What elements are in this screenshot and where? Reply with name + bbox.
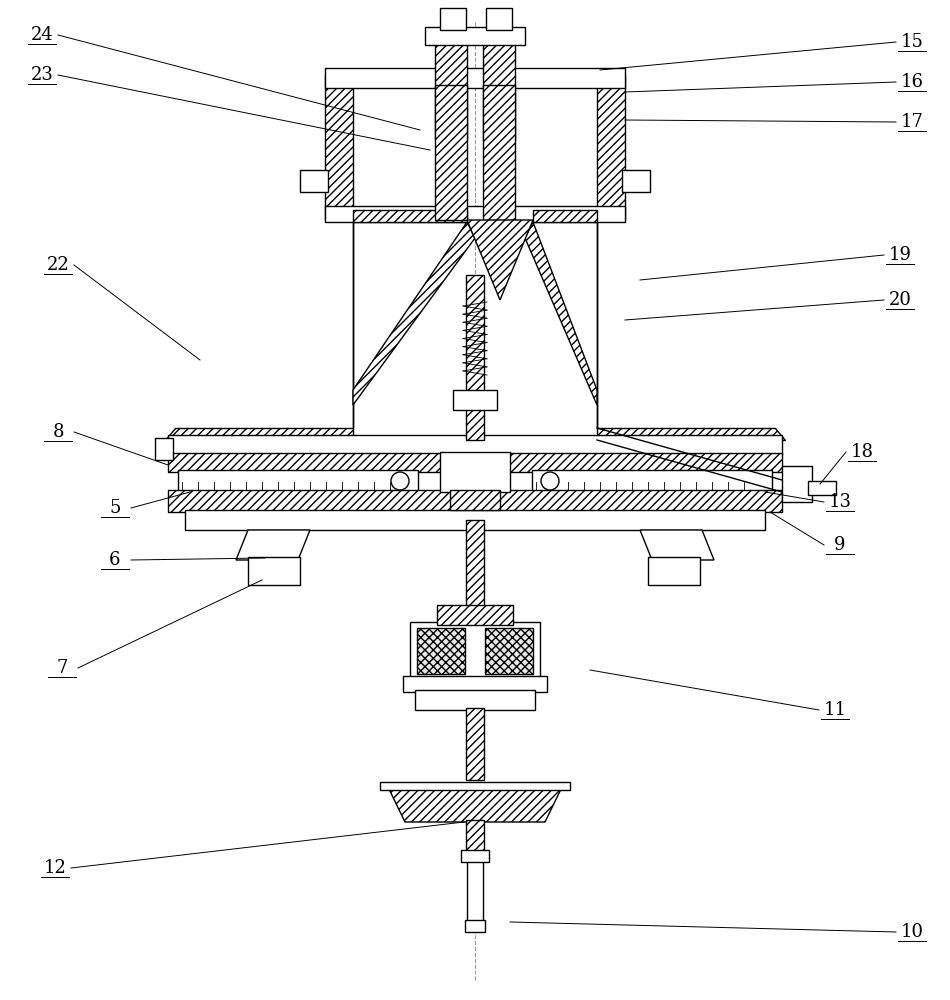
Bar — [622, 170, 650, 192]
Bar — [485, 628, 533, 674]
Bar — [483, 85, 515, 220]
Bar — [325, 75, 353, 220]
Text: 24: 24 — [30, 26, 53, 44]
Bar — [178, 470, 418, 492]
Bar — [461, 850, 489, 862]
Polygon shape — [525, 222, 597, 405]
Bar — [440, 452, 510, 492]
Bar — [410, 622, 540, 680]
Bar — [450, 490, 500, 510]
Bar — [532, 470, 772, 492]
Bar — [466, 275, 484, 395]
Circle shape — [391, 472, 409, 490]
Bar — [325, 206, 625, 222]
Bar — [248, 557, 300, 585]
Text: 5: 5 — [109, 499, 121, 517]
Polygon shape — [467, 220, 533, 300]
Polygon shape — [236, 530, 310, 560]
Bar — [466, 520, 484, 610]
Text: 20: 20 — [888, 291, 911, 309]
Text: 15: 15 — [901, 33, 923, 51]
Polygon shape — [353, 222, 475, 405]
Bar — [597, 75, 625, 220]
Text: 19: 19 — [888, 246, 911, 264]
Bar — [380, 782, 570, 790]
Text: 9: 9 — [834, 536, 846, 554]
Bar — [466, 405, 484, 440]
Bar — [417, 628, 465, 674]
Bar — [486, 8, 512, 30]
Text: 8: 8 — [52, 423, 64, 441]
Bar — [466, 708, 484, 780]
Text: 11: 11 — [824, 701, 846, 719]
Bar — [185, 510, 765, 530]
Text: 23: 23 — [30, 66, 53, 84]
Bar — [782, 466, 812, 502]
Bar — [300, 170, 328, 192]
Text: 18: 18 — [850, 443, 873, 461]
Circle shape — [541, 472, 559, 490]
Bar — [467, 860, 483, 922]
Text: 17: 17 — [901, 113, 923, 131]
Bar — [483, 30, 515, 140]
Text: 16: 16 — [901, 73, 923, 91]
Bar — [435, 85, 467, 220]
Bar — [466, 820, 484, 852]
Polygon shape — [165, 210, 467, 440]
Bar — [168, 490, 782, 512]
Text: 22: 22 — [47, 256, 69, 274]
Polygon shape — [533, 210, 785, 440]
Bar — [325, 68, 625, 88]
Bar — [415, 690, 535, 710]
Text: 12: 12 — [44, 859, 66, 877]
Bar — [808, 481, 836, 495]
Bar — [168, 435, 782, 455]
Text: 10: 10 — [901, 923, 923, 941]
Bar — [440, 8, 466, 30]
Bar — [453, 390, 497, 410]
Bar — [435, 30, 467, 140]
Bar — [403, 676, 547, 692]
Text: 6: 6 — [109, 551, 121, 569]
Bar — [155, 438, 173, 460]
Bar — [648, 557, 700, 585]
Bar — [437, 605, 513, 625]
Polygon shape — [387, 785, 563, 822]
Text: 13: 13 — [828, 493, 851, 511]
Bar — [425, 27, 525, 45]
Polygon shape — [640, 530, 714, 560]
Text: 7: 7 — [56, 659, 67, 677]
Bar — [465, 920, 485, 932]
Bar — [168, 453, 782, 472]
